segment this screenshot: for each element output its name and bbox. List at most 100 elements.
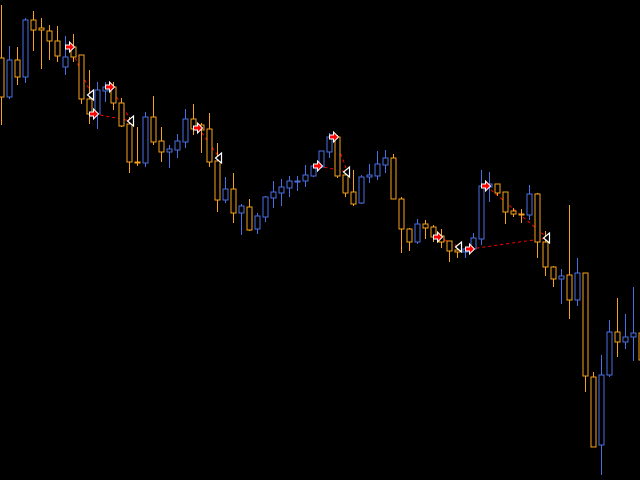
candle-body xyxy=(174,140,181,151)
bullish-candle xyxy=(606,320,613,377)
candle-body xyxy=(238,205,245,214)
bearish-candle xyxy=(446,240,453,262)
candle-body xyxy=(206,128,213,163)
bearish-candle xyxy=(246,199,253,231)
candle-body xyxy=(590,376,597,448)
bearish-candle xyxy=(614,298,621,357)
bullish-candle xyxy=(254,213,261,234)
candle-body xyxy=(94,89,101,115)
trade-line xyxy=(470,237,548,250)
bearish-candle xyxy=(550,266,557,287)
candle-body xyxy=(22,19,29,78)
candle-body xyxy=(558,275,565,280)
bullish-candle xyxy=(630,287,637,361)
entry-arrow-icon xyxy=(105,80,116,94)
bearish-candle xyxy=(422,220,429,239)
bullish-candle xyxy=(286,176,293,197)
candle-body xyxy=(62,56,69,68)
candle-body xyxy=(54,40,61,57)
candle-body xyxy=(246,206,253,231)
trade-line xyxy=(438,236,460,248)
candle-body xyxy=(550,266,557,280)
bullish-candle xyxy=(262,196,269,222)
bullish-candle xyxy=(142,112,149,167)
bearish-candle xyxy=(590,372,597,448)
bullish-candle xyxy=(278,179,285,206)
trade-line xyxy=(318,165,348,173)
candle-body xyxy=(478,185,485,240)
candle-body xyxy=(142,116,149,164)
bullish-candle xyxy=(574,258,581,306)
candle-body xyxy=(30,19,37,31)
candle-body xyxy=(566,274,573,301)
bullish-candle xyxy=(414,219,421,244)
candle-body xyxy=(286,180,293,189)
trade-line xyxy=(94,113,132,122)
candle-body xyxy=(230,188,237,214)
entry-arrow-icon xyxy=(89,107,100,121)
candle-body xyxy=(414,223,421,243)
candle-body xyxy=(582,272,589,377)
bullish-candle xyxy=(622,314,629,349)
exit-triangle-icon xyxy=(454,240,463,254)
bullish-candle xyxy=(526,185,533,220)
bullish-candle xyxy=(174,134,181,158)
bearish-candle xyxy=(230,173,237,223)
candle-body xyxy=(606,331,613,376)
bearish-candle xyxy=(150,96,157,145)
candle-body xyxy=(294,180,301,183)
bearish-candle xyxy=(158,127,165,162)
bullish-candle xyxy=(366,164,373,183)
candle-body xyxy=(6,59,13,98)
candle-body xyxy=(118,102,125,127)
candle-body xyxy=(518,213,525,216)
candle-body xyxy=(126,123,133,163)
bullish-candle xyxy=(558,269,565,304)
bearish-candle xyxy=(534,193,541,258)
candle-body xyxy=(598,374,605,446)
bullish-candle xyxy=(166,145,173,168)
candle-body xyxy=(374,163,381,177)
bearish-candle xyxy=(398,197,405,253)
entry-arrow-icon xyxy=(329,130,340,144)
bearish-candle xyxy=(510,208,517,217)
candle-body xyxy=(150,116,157,143)
entry-arrow-icon xyxy=(193,121,204,135)
bullish-candle xyxy=(374,151,381,180)
bullish-candle xyxy=(270,181,277,208)
candle-body xyxy=(630,332,637,338)
candle-body xyxy=(342,174,349,194)
candle-body xyxy=(398,198,405,230)
entry-arrow-icon xyxy=(313,159,324,173)
bullish-candle xyxy=(302,165,309,187)
bearish-candle xyxy=(118,98,125,127)
entry-arrow-icon xyxy=(465,242,476,256)
bullish-candle xyxy=(182,109,189,148)
bearish-candle xyxy=(30,11,37,51)
candle-body xyxy=(390,157,397,200)
bullish-candle xyxy=(382,150,389,173)
candle-body xyxy=(270,191,277,199)
bullish-candle xyxy=(358,175,365,204)
bearish-candle xyxy=(390,154,397,200)
candle-body xyxy=(446,240,453,252)
candle-body xyxy=(278,186,285,194)
bearish-candle xyxy=(38,18,45,69)
bullish-candle xyxy=(294,176,301,191)
bearish-candle xyxy=(502,191,509,224)
candle-body xyxy=(222,188,229,201)
candle-body xyxy=(14,59,21,78)
candles xyxy=(0,5,640,475)
candle-body xyxy=(622,336,629,343)
candle-body xyxy=(574,272,581,301)
candle-body xyxy=(134,161,141,164)
candle-body xyxy=(542,241,549,268)
candle-body xyxy=(78,54,85,100)
exit-triangle-icon xyxy=(126,114,135,128)
exit-triangle-icon xyxy=(214,151,223,165)
bullish-candle xyxy=(238,204,245,235)
candle-body xyxy=(382,157,389,166)
candle-body xyxy=(334,136,341,177)
